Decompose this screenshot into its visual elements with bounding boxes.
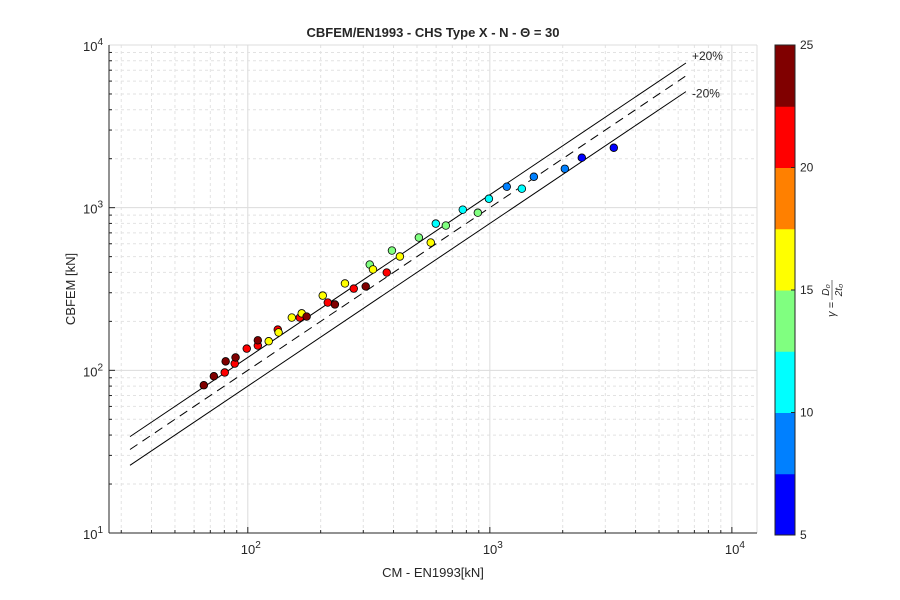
chart-title: CBFEM/EN1993 - CHS Type X - N - Θ = 30 xyxy=(307,25,560,40)
data-point xyxy=(220,368,229,377)
colorbar-segment xyxy=(775,473,795,536)
reference-line-minus20 xyxy=(129,91,687,466)
x-tick-label: 104 xyxy=(725,540,745,557)
data-point xyxy=(209,372,219,381)
colorbar-tick-label: 15 xyxy=(800,283,814,297)
data-point xyxy=(323,298,332,307)
data-point xyxy=(242,344,251,353)
axes: 102 103 104 101 102 103 104 xyxy=(83,37,758,557)
colorbar-label-denominator: 2t₀ xyxy=(834,284,845,298)
colorbar-segment xyxy=(775,228,795,291)
x-tick-label: 103 xyxy=(483,540,503,557)
data-point xyxy=(431,219,440,228)
data-point xyxy=(502,182,511,191)
colorbar-label-prefix: γ = xyxy=(826,301,838,317)
x-axis-label: CM - EN1993[kN] xyxy=(382,565,484,580)
data-point xyxy=(264,337,273,346)
data-point xyxy=(318,291,327,300)
data-point xyxy=(426,238,435,247)
y-tick-label: 102 xyxy=(83,362,103,379)
data-point xyxy=(484,194,494,203)
y-axis-label: CBFEM [kN] xyxy=(63,253,78,325)
reference-line-label: +20% xyxy=(692,49,723,63)
grid xyxy=(109,45,757,533)
data-point xyxy=(560,164,570,173)
colorbar-segment xyxy=(775,45,795,107)
colorbar-segment xyxy=(775,290,795,352)
colorbar-segment xyxy=(775,106,795,168)
colorbar-label-numerator: D₀ xyxy=(821,284,832,295)
y-tick-label: 101 xyxy=(83,525,103,542)
data-points xyxy=(199,143,618,390)
colorbar-tick-label: 5 xyxy=(800,528,807,542)
data-point xyxy=(441,221,451,230)
colorbar-segment xyxy=(775,351,795,413)
colorbar-label: γ = D₀ 2t₀ xyxy=(821,280,845,317)
colorbar-tick-label: 20 xyxy=(800,161,814,175)
data-point xyxy=(458,205,467,214)
colorbar-segment xyxy=(775,167,795,230)
data-point xyxy=(395,252,405,261)
colorbar-tick-label: 25 xyxy=(800,38,814,52)
y-tick-label: 103 xyxy=(83,200,103,217)
data-point xyxy=(387,246,397,255)
data-point xyxy=(382,268,391,277)
data-point xyxy=(274,328,283,337)
reference-line-label: -20% xyxy=(692,87,720,101)
colorbar: 5 10 15 20 25 xyxy=(774,38,814,542)
data-point xyxy=(349,284,358,293)
data-point xyxy=(340,279,350,288)
data-point xyxy=(361,282,370,291)
reference-line-equality xyxy=(129,75,687,450)
data-point xyxy=(287,313,297,322)
data-point xyxy=(368,265,378,274)
data-point xyxy=(221,357,230,366)
data-point xyxy=(529,172,539,181)
data-point xyxy=(609,143,618,152)
x-tick-label: 102 xyxy=(241,540,261,557)
data-point xyxy=(414,233,424,242)
data-point xyxy=(330,300,340,309)
y-tick-label: 104 xyxy=(83,37,103,54)
data-point xyxy=(517,184,527,193)
data-point xyxy=(473,208,483,217)
colorbar-tick-label: 10 xyxy=(800,406,814,420)
data-point xyxy=(302,312,311,321)
data-point xyxy=(231,353,240,362)
colorbar-segment xyxy=(775,412,795,475)
data-point xyxy=(577,153,587,162)
data-point xyxy=(199,381,209,390)
data-point xyxy=(253,336,263,345)
